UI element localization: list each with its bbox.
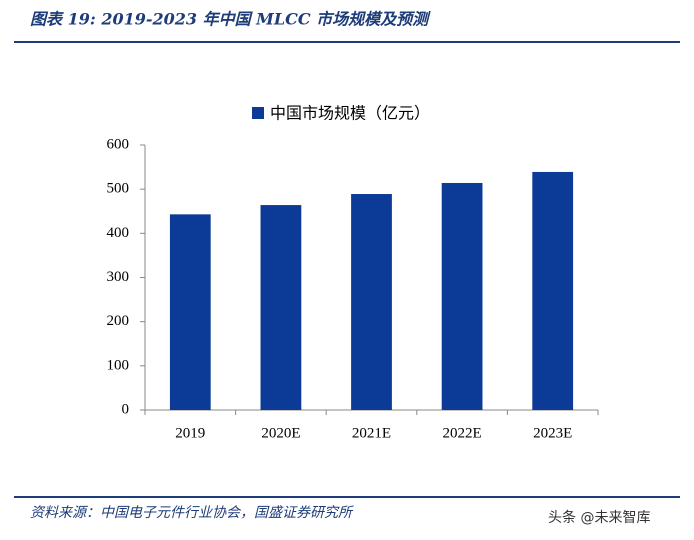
y-tick-label: 100 — [107, 357, 130, 373]
y-tick-label: 300 — [107, 269, 130, 285]
legend-label: 中国市场规模（亿元） — [270, 104, 430, 123]
y-tick-label: 200 — [107, 313, 130, 329]
x-tick-label: 2019 — [175, 425, 205, 441]
bar — [441, 182, 483, 410]
bar — [169, 214, 211, 410]
y-tick-label: 400 — [107, 225, 130, 241]
x-tick-label: 2020E — [261, 425, 300, 441]
y-tick-label: 0 — [122, 401, 130, 417]
bar — [351, 194, 392, 410]
x-tick-label: 2023E — [533, 425, 572, 441]
bar — [532, 171, 574, 410]
y-tick-label: 600 — [107, 136, 130, 152]
chart-title: 图表 19: 2019-2023 年中国 MLCC 市场规模及预测 — [30, 10, 431, 29]
bar — [260, 205, 302, 410]
legend-swatch — [252, 107, 264, 119]
watermark: 头条 @未来智库 — [548, 509, 650, 526]
x-tick-label: 2022E — [443, 425, 482, 441]
x-tick-label: 2021E — [352, 425, 391, 441]
y-tick-label: 500 — [107, 181, 130, 197]
source: 资料来源：中国电子元件行业协会，国盛证券研究所 — [30, 505, 354, 521]
